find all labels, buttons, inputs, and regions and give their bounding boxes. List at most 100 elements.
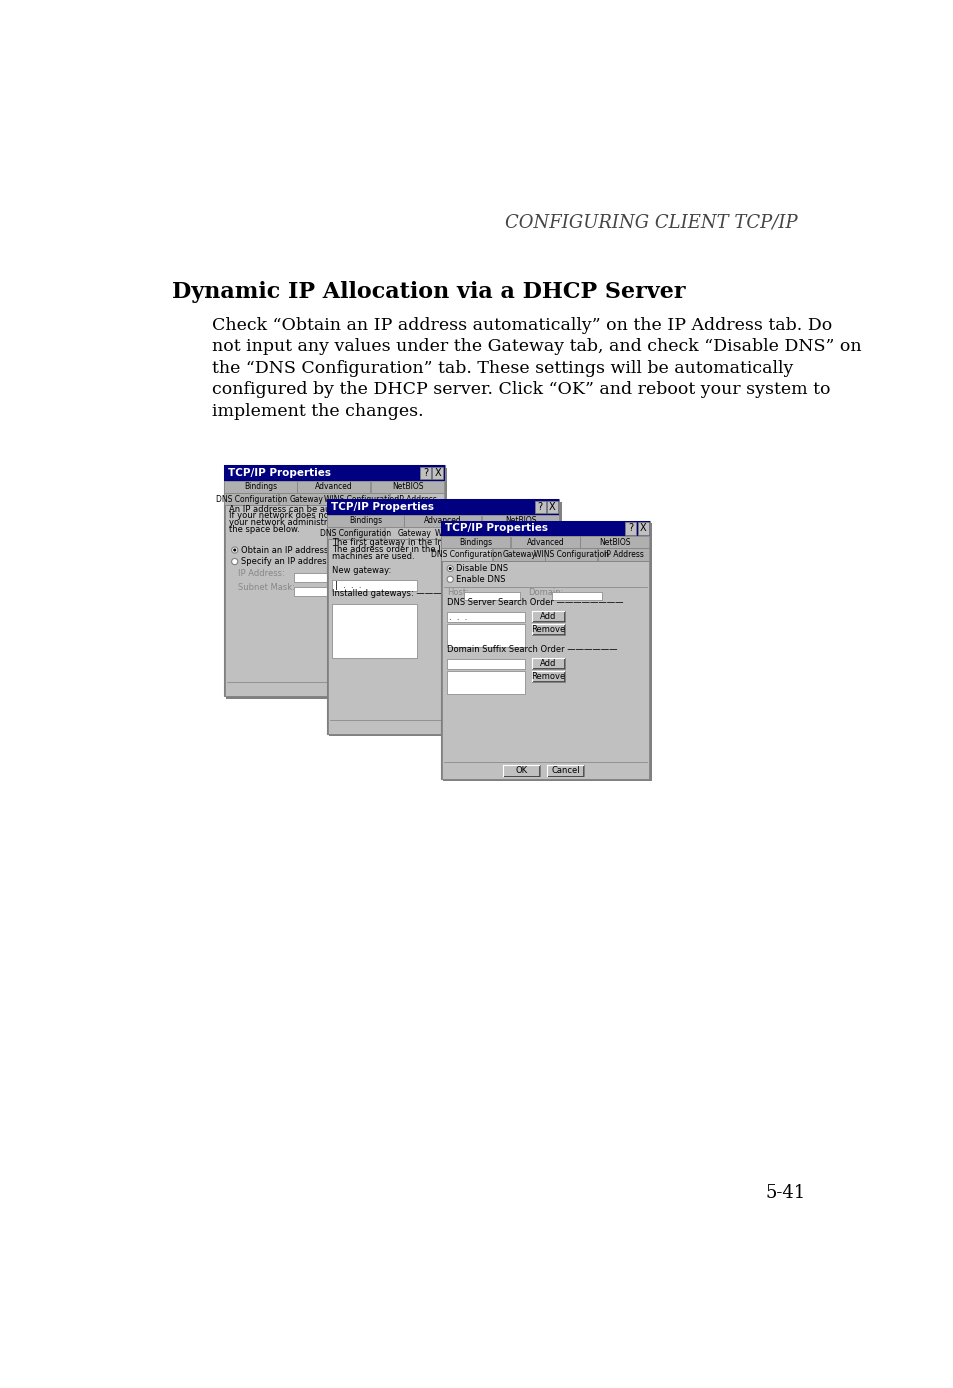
Bar bbox=[442, 561, 648, 779]
Bar bbox=[332, 604, 416, 658]
Bar bbox=[546, 765, 583, 776]
Text: ?: ? bbox=[537, 502, 542, 512]
Text: machines are used.: machines are used. bbox=[332, 552, 414, 561]
Bar bbox=[327, 500, 558, 734]
Bar bbox=[225, 505, 443, 697]
Bar bbox=[532, 611, 564, 622]
Text: CONFIGURING CLIENT TCP/IP: CONFIGURING CLIENT TCP/IP bbox=[504, 212, 797, 230]
Bar bbox=[389, 493, 443, 505]
Bar bbox=[224, 493, 278, 505]
Bar bbox=[534, 501, 545, 514]
Text: TCP/IP Properties: TCP/IP Properties bbox=[444, 523, 547, 533]
Text: the space below.: the space below. bbox=[229, 525, 299, 534]
Text: Gateway: Gateway bbox=[396, 529, 431, 537]
Bar bbox=[440, 536, 509, 548]
Text: X: X bbox=[549, 502, 556, 512]
Text: IP Address: IP Address bbox=[510, 529, 550, 537]
Text: the “DNS Configuration” tab. These settings will be automatically: the “DNS Configuration” tab. These setti… bbox=[212, 359, 793, 376]
Text: Cancel: Cancel bbox=[551, 766, 579, 775]
Bar bbox=[637, 522, 648, 534]
Text: Advanced: Advanced bbox=[526, 537, 564, 547]
Text: 5-41: 5-41 bbox=[765, 1184, 805, 1202]
Text: Bindings: Bindings bbox=[244, 483, 277, 491]
Bar bbox=[464, 591, 519, 600]
Bar bbox=[447, 625, 524, 647]
Bar bbox=[545, 548, 597, 561]
Text: NetBIOS: NetBIOS bbox=[598, 537, 630, 547]
Text: Dynamic IP Allocation via a DHCP Server: Dynamic IP Allocation via a DHCP Server bbox=[172, 280, 685, 303]
Text: Advanced: Advanced bbox=[424, 516, 461, 525]
Text: Installed gateways: —————: Installed gateways: ————— bbox=[332, 590, 457, 598]
Bar bbox=[440, 548, 492, 561]
Text: Enable DNS: Enable DNS bbox=[456, 575, 505, 584]
Bar bbox=[579, 536, 649, 548]
Text: DNS Configuration: DNS Configuration bbox=[215, 494, 287, 504]
Text: Specify an IP address: —: Specify an IP address: — bbox=[241, 557, 344, 566]
Text: DNS Configuration: DNS Configuration bbox=[431, 550, 502, 559]
Text: configured by the DHCP server. Click “OK” and reboot your system to: configured by the DHCP server. Click “OK… bbox=[212, 382, 830, 398]
Text: X: X bbox=[639, 523, 646, 533]
Bar bbox=[440, 520, 649, 779]
Bar bbox=[224, 465, 444, 480]
Text: Host:: Host: bbox=[447, 587, 469, 597]
Text: Domain:: Domain: bbox=[527, 587, 562, 597]
Text: NetBIOS: NetBIOS bbox=[504, 516, 536, 525]
Text: New gateway:: New gateway: bbox=[332, 566, 391, 575]
Bar bbox=[502, 765, 539, 776]
Bar bbox=[334, 493, 389, 505]
Text: Obtain an IP address au...: Obtain an IP address au... bbox=[241, 545, 349, 555]
Text: TCP/IP Properties: TCP/IP Properties bbox=[331, 502, 434, 512]
Bar bbox=[598, 548, 649, 561]
Text: .  .  .: . . . bbox=[449, 612, 467, 622]
Bar bbox=[493, 548, 544, 561]
Bar bbox=[447, 670, 524, 694]
Text: OK: OK bbox=[515, 766, 527, 775]
Circle shape bbox=[448, 566, 452, 570]
Text: Disable DNS: Disable DNS bbox=[456, 564, 508, 573]
Text: Remove: Remove bbox=[531, 625, 565, 634]
Circle shape bbox=[233, 548, 236, 551]
Bar bbox=[624, 522, 636, 534]
Text: Bindings: Bindings bbox=[458, 537, 492, 547]
Bar bbox=[404, 515, 480, 527]
Bar bbox=[440, 520, 649, 536]
Bar bbox=[226, 468, 447, 698]
Circle shape bbox=[447, 576, 453, 583]
Text: WINS Configuration: WINS Configuration bbox=[324, 494, 399, 504]
Text: ?: ? bbox=[422, 468, 428, 477]
Text: If your network does not auto...: If your network does not auto... bbox=[229, 511, 360, 520]
Text: Remove: Remove bbox=[531, 672, 565, 680]
Bar bbox=[385, 527, 442, 540]
Bar bbox=[327, 500, 558, 515]
Bar bbox=[532, 670, 564, 682]
Bar bbox=[327, 527, 384, 540]
Text: not input any values under the Gateway tab, and check “Disable DNS” on: not input any values under the Gateway t… bbox=[212, 339, 861, 355]
Bar bbox=[481, 515, 558, 527]
Text: ?: ? bbox=[627, 523, 633, 533]
Text: your network administrator fo...: your network administrator fo... bbox=[229, 518, 362, 527]
Bar bbox=[279, 493, 334, 505]
Text: |  .  .  .: | . . . bbox=[335, 582, 361, 590]
Bar bbox=[327, 515, 403, 527]
Bar bbox=[328, 540, 558, 734]
Text: WINS Configuration: WINS Configuration bbox=[435, 529, 509, 537]
Text: X: X bbox=[434, 468, 440, 477]
Text: implement the changes.: implement the changes. bbox=[212, 403, 423, 421]
Text: Advanced: Advanced bbox=[315, 483, 353, 491]
Circle shape bbox=[232, 547, 237, 552]
Text: TCP/IP Properties: TCP/IP Properties bbox=[228, 468, 331, 477]
Text: Subnet Mask:: Subnet Mask: bbox=[237, 583, 294, 593]
Bar bbox=[510, 536, 579, 548]
Text: Add: Add bbox=[539, 612, 557, 620]
Circle shape bbox=[232, 558, 237, 565]
Bar bbox=[419, 466, 431, 479]
Bar bbox=[294, 587, 348, 597]
Text: Domain Suffix Search Order ——————: Domain Suffix Search Order —————— bbox=[447, 644, 617, 654]
Text: DNS Configuration: DNS Configuration bbox=[320, 529, 391, 537]
Text: IP Address: IP Address bbox=[396, 494, 436, 504]
Circle shape bbox=[447, 565, 453, 572]
Bar bbox=[532, 625, 564, 634]
Bar bbox=[546, 501, 558, 514]
Text: Check “Obtain an IP address automatically” on the IP Address tab. Do: Check “Obtain an IP address automaticall… bbox=[212, 316, 832, 333]
Bar bbox=[447, 612, 524, 622]
